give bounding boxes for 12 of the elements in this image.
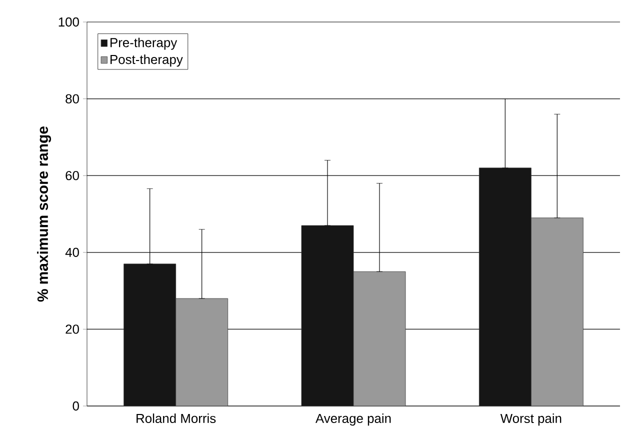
legend-label: Pre-therapy (110, 38, 178, 50)
legend-label: Post-therapy (110, 54, 183, 67)
y-tick-label: 40 (65, 248, 79, 257)
y-tick-label: 100 (58, 17, 79, 27)
y-tick-label: 60 (66, 171, 79, 180)
x-tick-label: Worst pain (500, 414, 562, 426)
y-tick-label: 20 (66, 324, 79, 334)
x-tick-label: Average pain (315, 414, 391, 426)
y-tick-label: 80 (66, 94, 79, 104)
x-tick-label: Roland Morris (136, 414, 216, 424)
y-axis-title: % maximum score range (37, 126, 52, 302)
y-tick-label: 0 (72, 401, 79, 411)
